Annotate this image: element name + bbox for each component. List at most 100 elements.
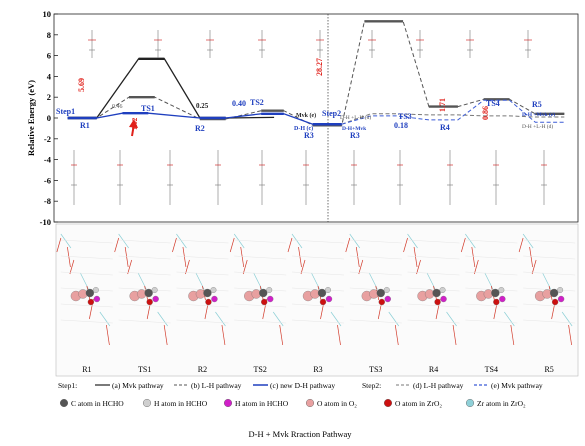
y-tick-label-6: 2: [47, 92, 51, 102]
atom-legend-swatch-4: [384, 399, 393, 408]
dh-label: D-H (c): [294, 125, 313, 132]
atom-legend-item-1: H atom in HCHO: [142, 399, 208, 408]
snapshot-label-ts1: TS1: [138, 365, 151, 374]
atom-legend-swatch-1: [142, 399, 151, 408]
formula-top-1: [154, 30, 162, 58]
r5-mvk-label: D-H +Mvk (e): [522, 111, 555, 118]
atom-sphere-r4-2: [432, 288, 441, 298]
atom-sphere-r5-2: [549, 288, 559, 298]
atom-sphere-r3-5: [319, 298, 327, 306]
barrier-label-0-25: 0.25: [196, 102, 209, 110]
barrier-label-5-69: 5.69: [77, 78, 86, 92]
snapshot-label-ts2: TS2: [254, 365, 267, 374]
atom-sphere-ts4-2: [491, 288, 500, 298]
legend-item-e: (e) Mvk pathway: [491, 381, 543, 390]
snapshot-label-r2: R2: [198, 365, 207, 374]
snapshot-label-r4: R4: [429, 365, 438, 374]
snapshot-r4: R4: [403, 233, 460, 374]
atom-sphere-ts3-3: [383, 287, 390, 293]
legend-step1: Step1:: [58, 381, 77, 390]
atom-legend-item-0: C atom in HCHO: [60, 399, 124, 408]
atom-legend: C atom in HCHO H atom in HCHO H atom in HC…: [60, 399, 526, 408]
atom-sphere-r2-5: [205, 298, 212, 306]
atom-legend-item-4: O atom in ZrO₂: [384, 399, 442, 408]
formula-bottom-9: [493, 150, 499, 205]
plot-label-r4: R4: [440, 123, 450, 132]
snapshot-label-ts4: TS4: [485, 365, 498, 374]
formula-bottom-8: [447, 150, 453, 205]
atom-sphere-ts2-3: [266, 287, 273, 293]
snapshot-r3: R3: [287, 233, 345, 374]
atom-sphere-r4-5: [434, 298, 441, 306]
atom-legend-label-1: H atom in HCHO: [154, 399, 208, 408]
atom-legend-swatch-5: [466, 399, 475, 408]
atom-legend-label-2: H atom in HCHO: [235, 399, 289, 408]
snapshot-r5: R5: [518, 233, 576, 374]
barrier-label-0-40: 0.40: [232, 99, 246, 108]
atom-sphere-r2-2: [203, 288, 212, 298]
atom-legend-swatch-2: [223, 399, 232, 408]
atom-legend-label-5: Zr atom in ZrO₂: [477, 399, 526, 408]
mvk-label: Mvk (e): [296, 112, 316, 119]
atom-legend-label-0: C atom in HCHO: [71, 399, 124, 408]
formula-top-4: [316, 30, 324, 58]
atom-sphere-r5-4: [557, 295, 565, 303]
plot-label-r3b: R3: [350, 131, 360, 140]
snapshot-panel: [55, 223, 579, 377]
atom-sphere-ts4-5: [493, 298, 500, 306]
formula-bottom-3: [215, 150, 221, 205]
atom-sphere-ts2-4: [267, 295, 274, 303]
atom-legend-label-4: O atom in ZrO₂: [395, 399, 442, 408]
y-axis-label: Relative Energy (eV): [26, 80, 36, 156]
legend-step2: Step2:: [362, 381, 381, 390]
atom-sphere-r5-3: [557, 287, 564, 293]
atom-legend-item-5: Zr atom in ZrO₂: [466, 399, 526, 408]
atom-sphere-ts1-2: [144, 288, 153, 298]
formula-bottom-6: [351, 150, 357, 205]
atom-sphere-r1-4: [93, 295, 101, 303]
atom-sphere-r1-2: [85, 288, 95, 298]
atom-sphere-ts1-5: [146, 298, 153, 306]
plot-label-r2: R2: [195, 124, 205, 133]
barrier-label-0-18: 0.18: [394, 121, 408, 130]
y-tick-label-9: 8: [47, 30, 51, 40]
dh-mvk-label: D-H+Mvk: [342, 126, 367, 132]
legend-item-c: (c) new D-H pathway: [270, 381, 335, 390]
atom-legend-swatch-3: [306, 399, 315, 408]
plot-label-r5: R5: [532, 100, 542, 109]
atom-sphere-r1-5: [87, 298, 95, 306]
y-tick-label-3: -4: [44, 155, 52, 165]
atom-sphere-ts4-4: [499, 295, 506, 303]
atom-sphere-r5-5: [551, 298, 559, 306]
step1-label: Step1: [56, 107, 75, 116]
barrier-label-0-86: 0.86: [481, 106, 490, 120]
legend-item-b: (b) L-H pathway: [191, 381, 242, 390]
snapshot-r2: R2: [172, 233, 229, 374]
atom-sphere-ts3-2: [376, 288, 385, 298]
r5-lh-label: D-H +L-H (d): [522, 123, 553, 130]
plot-label-ts3: TS3: [398, 112, 412, 121]
formula-bottom-2: [167, 150, 173, 205]
formula-bottom-4: [259, 150, 265, 205]
y-tick-label-4: -2: [44, 134, 51, 144]
atom-sphere-ts3-5: [378, 298, 385, 306]
step2-label: Step2: [322, 109, 341, 118]
atom-sphere-r2-4: [211, 295, 218, 303]
snapshot-label-r3: R3: [313, 365, 322, 374]
formula-bottom-7: [397, 150, 403, 205]
formula-top-5: [368, 30, 376, 58]
snapshot-ts4: TS4: [460, 233, 518, 374]
atom-sphere-ts1-3: [151, 287, 158, 293]
snapshot-ts2: TS2: [229, 233, 287, 374]
structure-sketches: [71, 30, 547, 205]
y-tick-label-0: -10: [40, 217, 51, 227]
legend-item-d: (d) L-H pathway: [413, 381, 464, 390]
formula-top-0: [88, 30, 96, 58]
snapshot-label-r5: R5: [544, 365, 553, 374]
series-line-3: [341, 113, 565, 125]
formula-top-8: [524, 30, 532, 58]
atom-sphere-ts4-3: [498, 287, 505, 293]
formula-bottom-1: [117, 150, 123, 205]
y-tick-label-1: -8: [44, 196, 51, 206]
